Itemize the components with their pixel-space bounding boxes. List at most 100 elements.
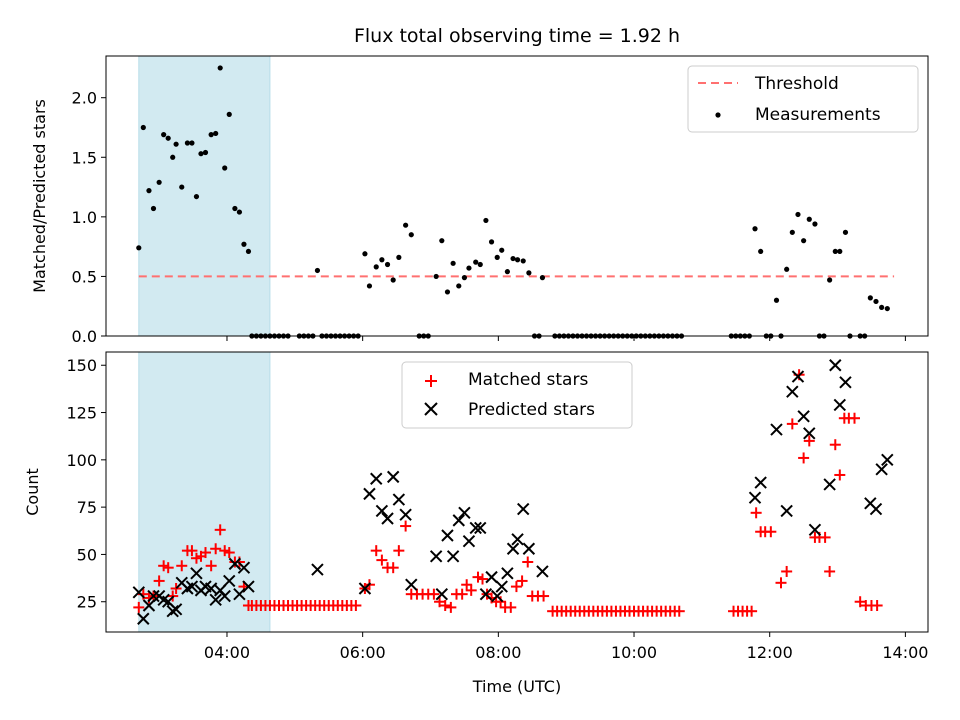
measurement-point [198, 151, 204, 157]
matched-star-marker [673, 605, 685, 617]
measurement-point [156, 179, 162, 185]
matched-star-marker [400, 520, 412, 532]
matched-star-marker [133, 601, 145, 613]
matched-star-marker [538, 590, 550, 602]
bottom-y-tick-label: 25 [77, 593, 97, 612]
predicted-star-marker [190, 567, 203, 580]
predicted-star-marker [223, 574, 236, 588]
matched-star-marker [786, 418, 798, 430]
measurement-point [384, 261, 391, 268]
matched-star-marker [522, 556, 534, 568]
measurement-point [170, 154, 176, 160]
measurement-point [136, 245, 142, 251]
predicted-star-marker [748, 491, 762, 504]
measurement-point [510, 255, 516, 262]
x-tick-label: 14:00 [882, 643, 928, 662]
predicted-star-marker [166, 604, 179, 618]
x-axis-label: Time (UTC) [472, 677, 561, 696]
predicted-star-marker [370, 472, 383, 485]
matched-star-marker [387, 562, 399, 574]
measurement-point [245, 248, 252, 255]
matched-star-marker [461, 579, 473, 591]
bottom-axes-frame [105, 351, 929, 633]
measurement-point [366, 283, 373, 289]
predicted-star-marker [786, 385, 799, 398]
predicted-star-marker [770, 423, 783, 436]
legend-threshold-label: Threshold [754, 74, 839, 94]
measurement-point [226, 111, 232, 117]
predicted-star-marker [881, 453, 894, 467]
matched-star-marker [516, 575, 528, 587]
top-y-tick-label: 0.5 [72, 267, 97, 286]
matched-star-marker [798, 452, 810, 464]
matched-star-marker [434, 596, 446, 608]
measurement-point [488, 239, 495, 245]
matched-star-marker [465, 584, 477, 596]
matched-star-marker [428, 588, 440, 600]
top-y-tick-label: 1.5 [72, 148, 97, 167]
top-y-axis-label: Matched/Predicted stars [30, 99, 49, 293]
x-tick-label: 04:00 [204, 643, 250, 662]
measurement-point [165, 135, 171, 141]
top-y-tick-label: 0.0 [72, 327, 97, 346]
predicted-star-marker [405, 578, 418, 591]
predicted-star-markers [132, 359, 894, 625]
matched-star-marker [750, 507, 762, 519]
predicted-star-marker [147, 589, 160, 603]
bottom-y-axis-label: Count [23, 468, 42, 516]
measurement-point [784, 266, 790, 272]
matched-star-marker [849, 412, 861, 424]
top-legend-box [687, 65, 919, 133]
matched-star-marker [477, 573, 489, 585]
predicted-star-marker [469, 521, 482, 535]
top-y-ticks: 0.0 0.5 1.0 1.5 2.0 [72, 89, 106, 346]
legend-measurements-label: Measurements [755, 105, 881, 125]
measurement-point [801, 238, 807, 244]
predicted-star-marker [142, 599, 156, 612]
measurement-point [483, 217, 489, 224]
top-shaded-region [138, 55, 271, 337]
bottom-legend: Matched stars Predicted stars [401, 361, 633, 429]
top-panel: 0.00.51.01.52.0 Matched/Predicted stars … [30, 55, 929, 346]
predicted-star-marker [311, 563, 324, 576]
measurement-point [433, 273, 439, 280]
matched-star-marker [439, 600, 451, 612]
predicted-star-marker [233, 587, 246, 601]
matched-star-marker [834, 469, 846, 481]
predicted-star-marker [808, 523, 822, 537]
predicted-star-marker [491, 589, 504, 603]
predicted-star-marker [506, 542, 520, 555]
legend-predicted-label: Predicted stars [468, 400, 595, 420]
top-y-tick-label: 1.0 [72, 208, 97, 227]
measurement-point [232, 205, 238, 212]
bottom-x-ticks: 04:00 06:00 08:00 10:00 12:00 14:00 [204, 632, 928, 662]
x-tick-label: 12:00 [747, 643, 793, 662]
matched-star-marker [205, 560, 217, 572]
predicted-star-marker [358, 582, 372, 595]
matched-star-marker [824, 565, 836, 577]
measurement-point [450, 260, 456, 266]
predicted-star-marker [242, 580, 255, 593]
predicted-star-marker [485, 570, 498, 584]
matched-star-marker [214, 524, 226, 536]
matched-star-marker [775, 577, 787, 589]
bottom-legend-box [401, 361, 633, 429]
measurement-point [789, 229, 795, 235]
matched-star-marker [510, 581, 522, 593]
x-tick-label: 06:00 [340, 643, 386, 662]
top-y-tick-label: 2.0 [72, 89, 97, 108]
measurement-point [444, 289, 451, 295]
bottom-y-tick-label: 125 [66, 404, 97, 423]
matched-star-marker [350, 600, 362, 612]
predicted-star-marker [386, 470, 400, 484]
matched-star-marker [186, 545, 198, 557]
measurement-point [140, 124, 146, 131]
predicted-star-marker [829, 359, 842, 372]
measurement-point [373, 264, 379, 270]
measurement-point [837, 248, 843, 255]
predicted-star-marker [132, 586, 145, 599]
legend-matched-label: Matched stars [468, 370, 588, 390]
predicted-star-marker [797, 410, 810, 423]
predicted-star-marker [185, 580, 199, 593]
